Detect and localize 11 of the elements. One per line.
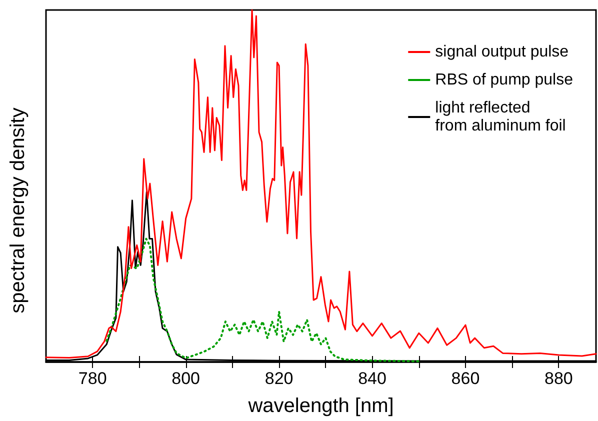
x-tick-label: 840 (358, 369, 386, 388)
y-axis-title: spectral energy density (7, 108, 29, 314)
x-tick-label: 860 (451, 369, 480, 388)
x-axis-title: wavelength [nm] (247, 395, 394, 417)
legend-label: light reflected from aluminum foil (435, 100, 566, 134)
legend-label: RBS of pump pulse (435, 72, 574, 88)
x-tick-label: 800 (172, 369, 200, 388)
x-tick-label: 880 (544, 369, 573, 388)
x-tick-label: 780 (78, 369, 107, 388)
legend-label: signal output pulse (435, 44, 569, 60)
x-tick-label: 820 (264, 369, 294, 388)
